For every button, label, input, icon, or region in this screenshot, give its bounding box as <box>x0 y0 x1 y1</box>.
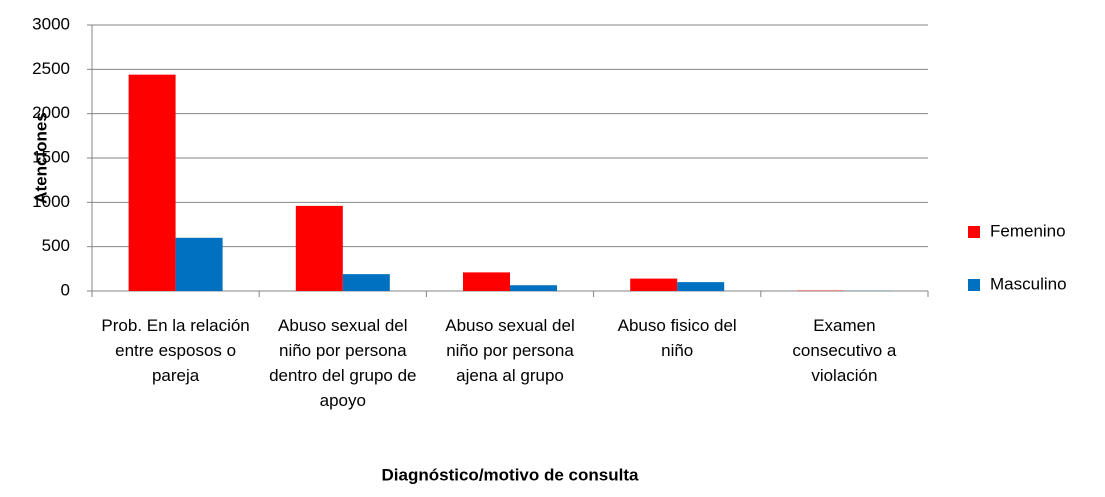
x-tick-label: Abuso fisico del niño <box>617 316 737 360</box>
y-tick-label: 2000 <box>32 103 70 122</box>
legend-swatch <box>968 279 980 291</box>
x-axis-title: Diagnóstico/motivo de consulta <box>382 465 639 484</box>
bar <box>677 282 725 291</box>
legend-swatch <box>968 226 980 238</box>
bar <box>630 278 678 291</box>
legend-label: Masculino <box>990 274 1067 293</box>
y-tick-label: 3000 <box>32 14 70 33</box>
bar <box>295 205 343 291</box>
legend-label: Femenino <box>990 221 1066 240</box>
bar <box>510 285 557 291</box>
y-tick-label: 0 <box>61 280 70 299</box>
bar <box>342 274 390 291</box>
y-tick-label: 1000 <box>32 192 70 211</box>
x-tick-label: Abuso sexual del niño por persona dentro… <box>269 316 417 410</box>
x-tick-label: Abuso sexual del niño por persona ajena … <box>445 316 575 385</box>
y-tick-label: 2500 <box>32 59 70 78</box>
y-axis-title: Atenciones <box>31 112 50 204</box>
y-tick-label: 500 <box>42 236 70 255</box>
bar <box>175 237 223 291</box>
x-tick-label: Prob. En la relación entre esposos o par… <box>101 316 250 385</box>
x-tick-label: Examen consecutivo a violación <box>792 316 897 385</box>
y-tick-label: 1500 <box>32 147 70 166</box>
bar <box>128 74 176 291</box>
bar <box>463 272 510 291</box>
